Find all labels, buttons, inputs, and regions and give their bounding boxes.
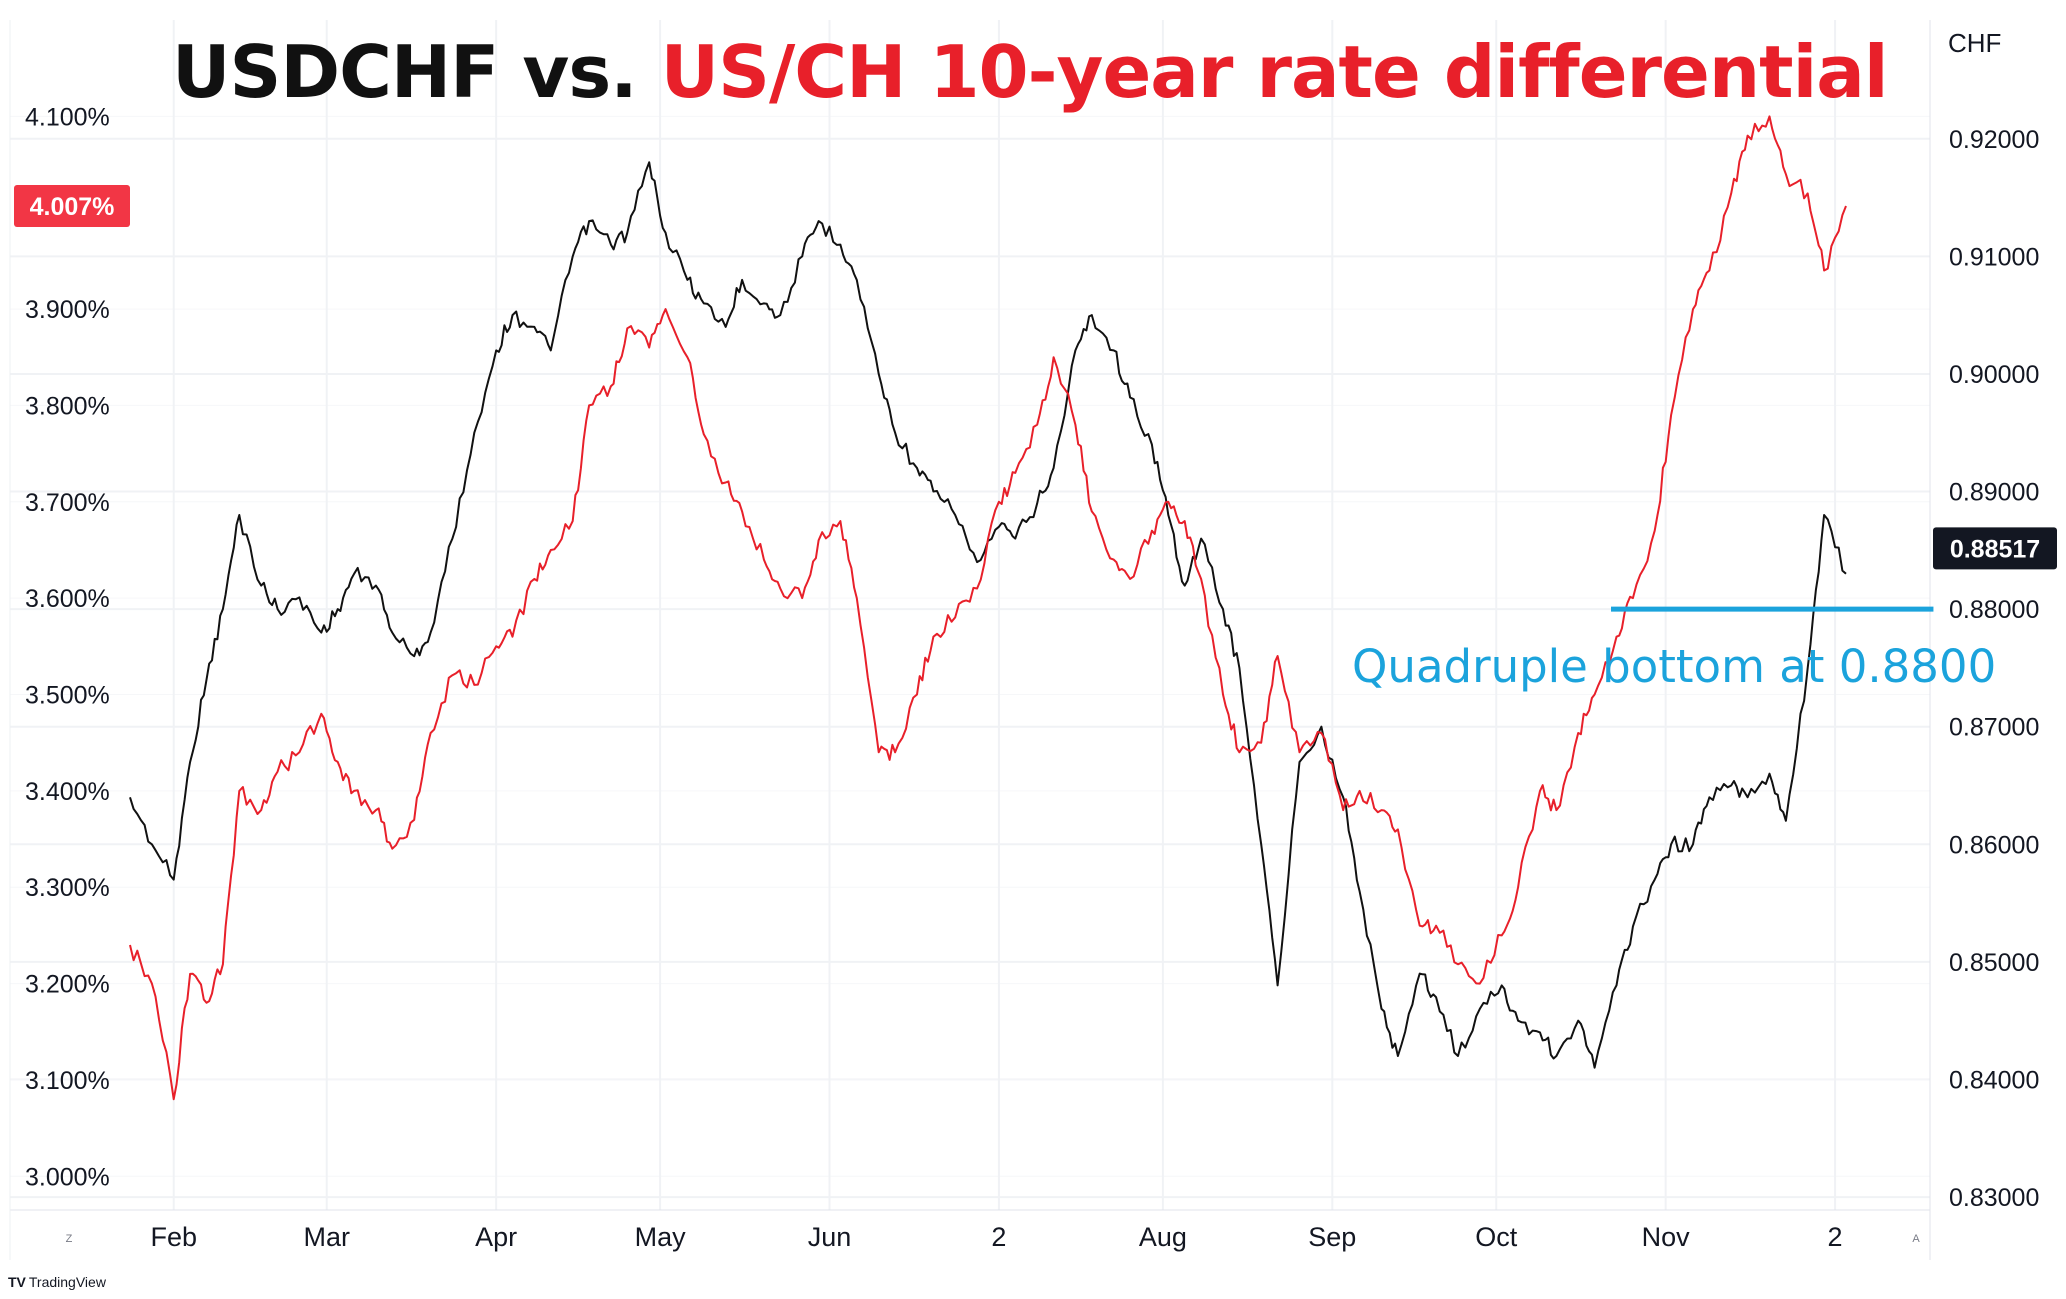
chart-title: USDCHF vs. US/CH 10-year rate differenti… [172,30,1889,114]
right-axis-unit: CHF [1944,28,2006,59]
x-tick-8: Oct [1475,1222,1518,1252]
horizontal-gridlines [10,115,1930,1199]
right-tick-8: 0.91000 [1949,243,2039,271]
left-tick-4: 3.400% [25,778,110,806]
vertical-gridlines [172,20,1837,1210]
left-tick-10: 4.100% [25,103,110,131]
left-tick-6: 3.600% [25,585,110,613]
x-tick-3: May [635,1222,687,1252]
left-tick-5: 3.500% [25,681,110,709]
x-tick-10: 2 [1828,1222,1843,1252]
x-tick-9: Nov [1642,1222,1691,1252]
left-tick-9: 3.900% [25,296,110,324]
x-axis-ticks[interactable]: Feb Mar Apr May Jun 2 Aug Sep Oct Nov 2 [150,1222,1842,1252]
left-axis-ticks[interactable]: 3.000% 3.100% 3.200% 3.300% 3.400% 3.500% 3.60… [25,103,110,1191]
x-tick-4: Jun [808,1222,852,1252]
right-axis-ticks[interactable]: 0.83000 0.84000 0.85000 0.86000 0.87000 0.880… [1949,126,2039,1212]
left-tick-0: 3.000% [25,1163,110,1191]
left-tick-1: 3.100% [25,1067,110,1095]
rate-differential-badge [14,184,130,227]
left-tick-2: 3.200% [25,971,110,999]
left-tick-8: 3.800% [25,392,110,420]
x-tick-6: Aug [1139,1222,1187,1252]
x-tick-2: Apr [475,1222,517,1252]
zoom-icon[interactable]: Z [65,1233,73,1245]
auto-scale-icon[interactable]: A [1912,1233,1920,1245]
right-tick-6: 0.89000 [1949,479,2039,507]
title-usdchf: USDCHF vs. [172,30,638,114]
x-tick-7: Sep [1308,1222,1356,1252]
right-tick-7: 0.90000 [1949,361,2039,389]
series-group [129,115,1847,1101]
usdchf-badge [1933,527,2057,570]
usdchf-line [129,161,1847,1069]
quadruple-bottom-label: Quadruple bottom at 0.8800 [1352,640,1997,693]
right-tick-0: 0.83000 [1949,1184,2039,1212]
x-tick-5: 2 [991,1222,1006,1252]
title-rate-differential: US/CH 10-year rate differential [660,30,1889,114]
right-tick-3: 0.86000 [1949,831,2039,859]
rate-differential-line [129,115,1847,1101]
right-tick-5: 0.88000 [1949,596,2039,624]
x-tick-0: Feb [150,1222,197,1252]
x-tick-1: Mar [303,1222,350,1252]
right-tick-9: 0.92000 [1949,126,2039,154]
tradingview-logo-text: TradingView [28,1274,106,1290]
left-tick-7: 3.700% [25,489,110,517]
usdchf-badge-label: 0.88517 [1950,535,2040,563]
last-value-badges: 4.007% 0.88517 [14,184,2057,570]
left-tick-3: 3.300% [25,874,110,902]
right-tick-1: 0.84000 [1949,1066,2039,1094]
tradingview-mark-icon: TV [8,1274,26,1290]
tradingview-logo[interactable]: TV TradingView [8,1274,106,1290]
right-tick-4: 0.87000 [1949,714,2039,742]
right-tick-2: 0.85000 [1949,949,2039,977]
rate-differential-badge-label: 4.007% [30,193,115,221]
